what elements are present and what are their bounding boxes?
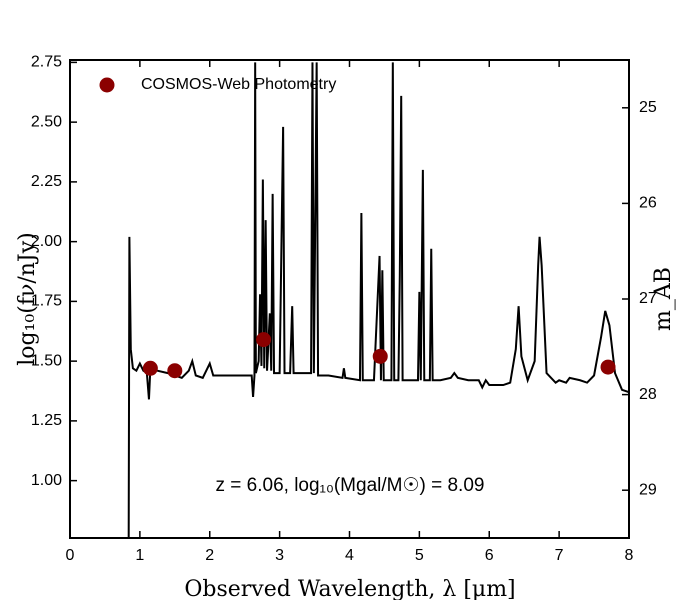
y2-tick-label: 27 [639,290,657,307]
y-tick-label: 2.75 [31,54,62,71]
y-tick-label: 2.00 [31,233,62,250]
legend-marker [99,77,115,93]
x-axis-label: Observed Wavelength, λ [μm] [184,577,515,600]
photometry-point [142,360,158,376]
x-tick-label: 6 [485,547,494,564]
y-tick-label: 1.25 [31,412,62,429]
photometry-point [372,348,388,364]
x-tick-label: 7 [555,547,564,564]
x-tick-label: 1 [135,547,144,564]
plot-area [127,62,629,538]
photometry-point [600,359,616,375]
y-tick-label: 1.00 [31,472,62,489]
annotation: z = 6.06, log₁₀(Mgal/M☉) = 8.09 [216,475,485,496]
x-tick-label: 8 [625,547,634,564]
y-tick-label: 2.25 [31,173,62,190]
y2-tick-label: 25 [639,99,657,116]
spectrum-line [127,62,629,538]
y2-tick-label: 26 [639,195,657,212]
legend-label: COSMOS-Web Photometry [141,76,336,93]
x-tick-label: 5 [415,547,424,564]
photometry-point [256,332,272,348]
photometry-point [167,363,183,379]
y-tick-label: 1.75 [31,293,62,310]
x-tick-label: 2 [205,547,214,564]
plot-frame [69,59,630,539]
y2-tick-label: 29 [639,481,657,498]
y-axis-label: log₁₀(fν/nJy) [15,232,40,366]
y-tick-label: 2.50 [31,113,62,130]
y2-axis-label: m_AB [651,267,676,331]
x-tick-label: 3 [275,547,284,564]
x-tick-label: 0 [66,547,75,564]
x-tick-label: 4 [345,547,354,564]
y2-tick-label: 28 [639,386,657,403]
y-tick-label: 1.50 [31,352,62,369]
